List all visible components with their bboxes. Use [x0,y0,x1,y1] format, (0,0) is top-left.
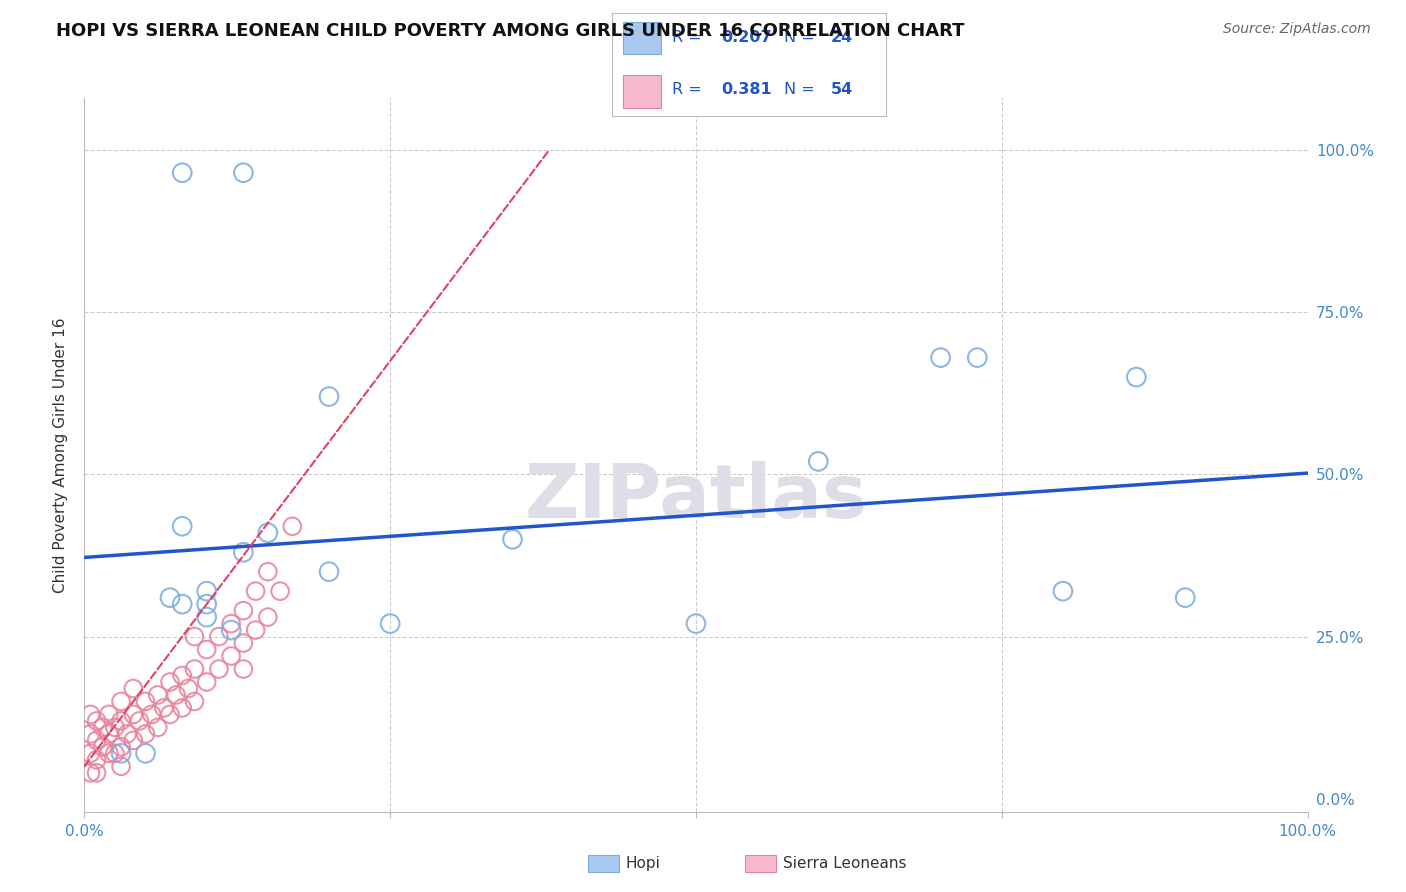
Point [245,623,267,637]
Point [380,616,402,631]
Point [79,707,101,722]
Point [966,351,988,365]
Point [86,753,108,767]
Point [232,166,254,180]
Point [257,525,280,540]
Point [153,701,176,715]
Text: Sierra Leoneans: Sierra Leoneans [783,856,907,871]
Point [219,616,242,631]
Point [79,747,101,761]
Point [269,584,291,599]
Point [1052,584,1074,599]
Text: 54: 54 [831,82,853,97]
Point [318,390,340,404]
Point [245,584,267,599]
Point [195,610,218,624]
Point [110,759,132,773]
Text: R =: R = [672,82,702,97]
Point [110,714,132,728]
Text: ZIPatlas: ZIPatlas [524,461,868,534]
Point [232,604,254,618]
Bar [623,75,661,108]
Point [86,714,108,728]
Point [91,720,114,734]
Point [159,591,181,605]
Y-axis label: Child Poverty Among Girls Under 16: Child Poverty Among Girls Under 16 [53,318,69,592]
Point [159,675,181,690]
Text: R =: R = [672,30,702,45]
Point [115,727,138,741]
Text: Hopi: Hopi [626,856,661,871]
Point [146,688,169,702]
Text: Source: ZipAtlas.com: Source: ZipAtlas.com [1223,22,1371,37]
Point [172,166,194,180]
Point [91,739,114,754]
Point [177,681,200,696]
Point [195,642,218,657]
Point [183,630,205,644]
Point [146,720,169,734]
Point [172,668,194,682]
Point [79,727,101,741]
Point [97,747,120,761]
Point [86,733,108,747]
Point [219,648,242,663]
Point [122,707,145,722]
Point [172,701,194,715]
Point [1174,591,1197,605]
Point [232,636,254,650]
Point [172,597,194,611]
Point [219,623,242,637]
Point [104,747,127,761]
Point [257,565,280,579]
Point [135,727,157,741]
Point [685,616,707,631]
Point [208,630,231,644]
Point [232,545,254,559]
Point [135,694,157,708]
Point [122,681,145,696]
Point [929,351,952,365]
Point [135,747,157,761]
Point [97,707,120,722]
Point [318,565,340,579]
Point [122,733,145,747]
Text: 0.381: 0.381 [721,82,772,97]
Point [807,454,830,468]
Point [165,688,187,702]
Point [195,675,218,690]
Point [86,765,108,780]
Point [104,720,127,734]
Point [110,694,132,708]
Point [183,694,205,708]
Bar [623,21,661,54]
Point [97,727,120,741]
Point [257,610,280,624]
Point [79,765,101,780]
Text: HOPI VS SIERRA LEONEAN CHILD POVERTY AMONG GIRLS UNDER 16 CORRELATION CHART: HOPI VS SIERRA LEONEAN CHILD POVERTY AMO… [56,22,965,40]
Point [141,707,163,722]
Point [110,739,132,754]
Text: 0.207: 0.207 [721,30,772,45]
Point [1125,370,1147,384]
Point [183,662,205,676]
Point [195,597,218,611]
Point [502,533,524,547]
Point [159,707,181,722]
Point [232,662,254,676]
Point [128,714,150,728]
Point [281,519,304,533]
Text: N =: N = [785,30,815,45]
Point [110,747,132,761]
Point [172,519,194,533]
Text: 24: 24 [831,30,853,45]
Point [195,584,218,599]
Point [208,662,231,676]
Text: N =: N = [785,82,815,97]
